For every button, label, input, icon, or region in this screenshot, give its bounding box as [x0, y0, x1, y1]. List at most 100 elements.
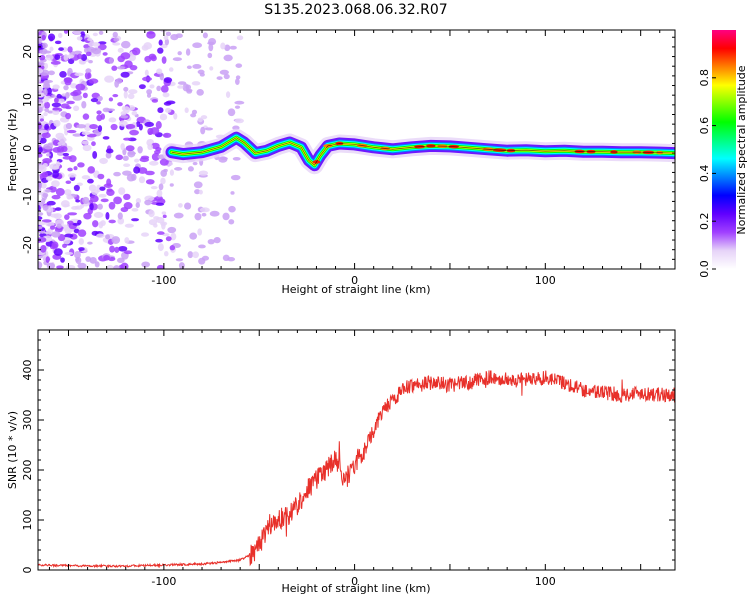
- snr-xtick-label: -100: [151, 575, 176, 588]
- spectrogram-noise-blob: [106, 188, 113, 192]
- spectrogram-noise-blob: [45, 256, 50, 263]
- spectrogram-noise-blob: [174, 167, 183, 171]
- spectrogram-ytick-label: 10: [21, 93, 34, 107]
- snr-xlabel: Height of straight line (km): [281, 582, 430, 595]
- spectrogram-noise-blob: [74, 250, 81, 259]
- spectrogram-noise-blob: [89, 256, 97, 264]
- spectrogram-noise-blob: [52, 84, 60, 90]
- spectrogram-noise-blob: [72, 133, 83, 137]
- spectrogram-noise-blob: [92, 42, 101, 47]
- spectrogram-noise-blob: [172, 57, 182, 62]
- spectrogram-noise-blob: [192, 161, 198, 166]
- spectrogram-noise-blob: [169, 169, 175, 176]
- spectrogram-noise-blob: [156, 231, 165, 235]
- spectrogram-noise-blob: [118, 264, 124, 269]
- spectrogram-noise-blob: [235, 63, 243, 68]
- spectrogram-noise-blob: [67, 167, 73, 172]
- colorbar-tick-label: 0.0: [698, 260, 711, 278]
- spectrogram-noise-blob: [66, 100, 75, 105]
- spectrogram-noise-blob: [223, 73, 230, 80]
- spectrogram-noise-blob: [42, 192, 49, 198]
- spectrogram-noise-blob: [113, 37, 120, 42]
- spectrogram-noise-blob: [48, 151, 53, 159]
- spectrogram-noise-blob: [193, 181, 203, 189]
- spectrogram-noise-blob: [186, 65, 192, 70]
- snr-ytick-label: 400: [21, 360, 34, 381]
- spectrogram-noise-blob: [109, 245, 115, 253]
- spectrogram-noise-blob: [165, 236, 172, 242]
- spectrogram-noise-blob: [54, 40, 62, 45]
- spectrogram-noise-blob: [111, 65, 118, 71]
- spectrogram-noise-blob: [192, 251, 199, 259]
- spectrogram-noise-blob: [82, 92, 88, 99]
- spectrogram-noise-blob: [192, 64, 202, 69]
- spectrogram-noise-blob: [89, 195, 99, 203]
- spectrogram-noise-blob: [39, 54, 46, 61]
- spectrogram-noise-blob: [219, 69, 229, 75]
- spectrogram-noise-blob: [72, 222, 81, 226]
- spectrogram-noise-blob: [175, 258, 184, 262]
- spectrogram-noise-blob: [198, 244, 206, 249]
- spectrogram-noise-blob: [38, 121, 43, 130]
- spectrogram-noise-blob: [41, 132, 51, 139]
- spectrogram-noise-blob: [44, 80, 50, 88]
- spectrogram-noise-blob: [153, 216, 160, 220]
- spectrogram-noise-blob: [74, 205, 83, 210]
- spectrogram-noise-blob: [160, 177, 166, 185]
- spectrogram-noise-blob: [159, 158, 169, 166]
- spectrogram-ytick-label: -10: [21, 188, 34, 206]
- spectrogram-noise-blob: [67, 195, 74, 200]
- spectrogram-noise-blob: [89, 123, 99, 130]
- spectrogram-noise-blob: [228, 219, 235, 225]
- spectrogram-noise-blob: [122, 155, 129, 161]
- spectrogram-noise-blob: [114, 246, 120, 253]
- spectrogram-noise-blob: [76, 53, 83, 60]
- spectrogram-noise-blob: [82, 113, 90, 120]
- spectrogram-noise-blob: [186, 89, 193, 94]
- spectrogram-noise-blob: [189, 232, 198, 240]
- spectrogram-noise-blob: [120, 71, 130, 78]
- spectrogram-noise-blob: [191, 109, 198, 115]
- spectrogram-noise-blob: [38, 181, 42, 190]
- spectrogram-noise-blob: [105, 108, 116, 112]
- spectrogram-noise-blob: [52, 109, 60, 116]
- spectrogram-noise-blob: [197, 117, 203, 123]
- spectrogram-noise-blob: [168, 67, 174, 72]
- spectrogram-noise-blob: [120, 115, 129, 119]
- spectrogram-noise-blob: [138, 176, 146, 184]
- spectrogram-noise-blob: [163, 168, 168, 173]
- spectrogram-noise-blob: [38, 212, 44, 216]
- spectrogram-noise-blob: [63, 77, 73, 82]
- spectrogram-noise-blob: [199, 207, 210, 213]
- snr-line: [38, 370, 675, 569]
- spectrogram-noise-blob: [198, 189, 203, 195]
- spectrogram-noise-blob: [104, 75, 115, 83]
- spectrogram-noise-blob: [113, 196, 122, 205]
- spectrogram-noise-blob: [162, 132, 172, 138]
- spectrogram-noise-blob: [120, 207, 129, 213]
- spectrogram-noise-blob: [97, 125, 103, 133]
- spectrogram-noise-blob: [155, 238, 163, 243]
- spectrogram-noise-blob: [164, 107, 172, 113]
- spectrogram-noise-blob: [83, 212, 92, 220]
- spectrogram-noise-blob: [141, 261, 151, 268]
- spectrogram-noise-blob: [46, 262, 55, 269]
- spectrogram-noise-blob: [53, 213, 62, 219]
- spectrogram-noise-blob: [65, 92, 70, 99]
- spectrogram-noise-blob: [40, 245, 47, 253]
- spectrogram-noise-blob: [105, 151, 112, 159]
- spectrogram-noise-blob: [144, 199, 152, 206]
- spectrogram-noise-blob: [108, 117, 117, 123]
- spectrogram-noise-blob: [87, 37, 93, 42]
- spectrogram-noise-blob: [52, 107, 60, 111]
- colorbar-tick-label: 0.8: [698, 69, 711, 87]
- spectrogram-noise-blob: [117, 212, 123, 220]
- colorbar-ticks: 0.0 0.2 0.4 0.6 0.8: [698, 69, 716, 278]
- spectrogram-noise-blob: [133, 166, 141, 174]
- spectrogram-noise-blob: [40, 182, 47, 189]
- spectrogram-noise-blob: [115, 154, 124, 161]
- spectrogram-noise-blob: [49, 225, 56, 230]
- spectrogram-noise-blob: [207, 238, 215, 245]
- spectrogram-noise-blob: [123, 106, 130, 114]
- spectrogram-noise-blob: [87, 166, 95, 174]
